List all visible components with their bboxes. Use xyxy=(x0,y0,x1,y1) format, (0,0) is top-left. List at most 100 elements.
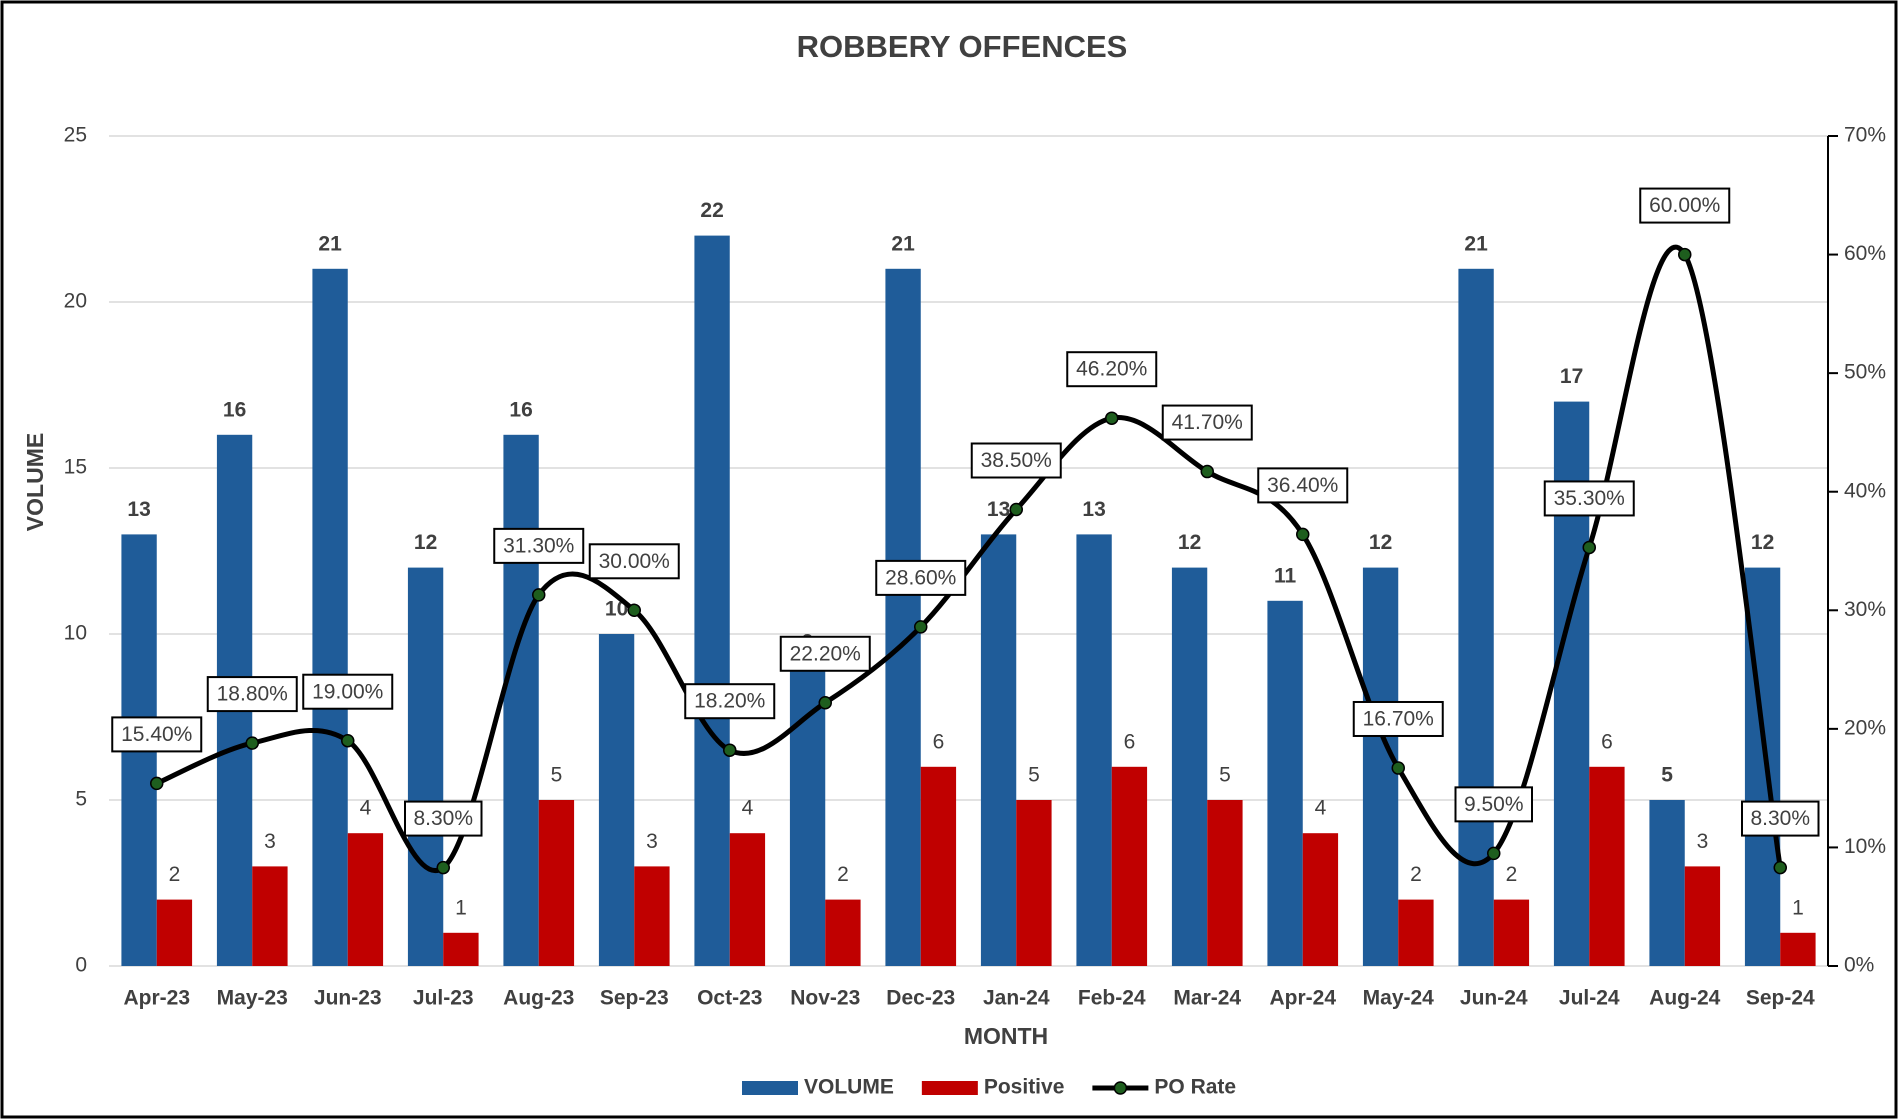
bar xyxy=(1302,833,1339,966)
rate-marker xyxy=(1391,761,1405,775)
rate-label-box xyxy=(1352,700,1444,737)
bar xyxy=(1493,899,1530,966)
bar xyxy=(443,932,479,966)
y2-tick-label: 60% xyxy=(1844,242,1886,265)
y-tick-label: 5 xyxy=(75,788,87,811)
x-tick-label: Jan-24 xyxy=(983,987,1050,1010)
bar xyxy=(538,800,575,966)
rate-marker xyxy=(1105,411,1119,425)
bar xyxy=(920,766,957,966)
rate-marker xyxy=(1487,846,1501,861)
x-tick-label: Jul-23 xyxy=(413,987,474,1010)
rate-label: 35.30% xyxy=(1554,487,1625,510)
y2-tick-label: 20% xyxy=(1844,716,1886,739)
rate-label-box xyxy=(1066,351,1158,388)
rate-label: 36.40% xyxy=(1267,474,1338,497)
bar-value-label: 12 xyxy=(1369,531,1392,554)
bar xyxy=(729,833,766,966)
bar-value-label: 21 xyxy=(1464,232,1488,255)
bar xyxy=(156,899,193,966)
bar xyxy=(598,634,635,966)
rate-marker xyxy=(818,696,832,710)
x-tick-label: Nov-23 xyxy=(790,987,860,1010)
rate-label-box xyxy=(684,683,776,720)
bar-value-label: 5 xyxy=(551,764,563,787)
y2-tick-label: 50% xyxy=(1844,361,1886,384)
y-axis-label: VOLUME xyxy=(22,433,48,531)
chart-title: ROBBERY OFFENCES xyxy=(797,29,1128,64)
bar xyxy=(1398,899,1434,966)
x-tick-label: Mar-24 xyxy=(1173,987,1241,1010)
bar xyxy=(407,567,444,966)
rate-label-box xyxy=(302,673,394,710)
x-tick-label: May-24 xyxy=(1363,987,1435,1010)
bar xyxy=(1016,800,1052,966)
bar xyxy=(312,268,348,966)
legend-label: PO Rate xyxy=(1154,1076,1236,1099)
rate-marker xyxy=(1200,464,1214,479)
rate-label: 41.70% xyxy=(1172,411,1243,434)
rate-label-box xyxy=(206,676,298,713)
bar-value-label: 13 xyxy=(127,498,150,521)
bar-value-label: 4 xyxy=(360,797,372,820)
bar-value-label: 6 xyxy=(1601,730,1613,753)
bar-value-label: 12 xyxy=(1751,531,1774,554)
bar xyxy=(1207,800,1243,966)
bar-value-label: 2 xyxy=(169,863,181,886)
bar-value-label: 2 xyxy=(1506,863,1518,886)
bar xyxy=(1684,866,1721,966)
rate-marker xyxy=(1296,527,1310,542)
rate-label-box xyxy=(970,442,1062,479)
legend-marker xyxy=(1113,1081,1128,1095)
bar-value-label: 3 xyxy=(646,830,658,853)
rate-label: 19.00% xyxy=(312,680,383,703)
bar xyxy=(885,268,921,966)
y-tick-label: 0 xyxy=(75,954,87,977)
bar-value-label: 11 xyxy=(1274,564,1297,587)
bar xyxy=(1267,600,1303,966)
x-tick-label: Jun-24 xyxy=(1460,987,1528,1010)
rate-marker xyxy=(1582,540,1596,555)
bar xyxy=(694,235,730,967)
x-tick-label: Dec-23 xyxy=(886,987,955,1010)
rate-label-box xyxy=(1161,404,1253,441)
rate-label-box xyxy=(111,716,203,753)
rate-label-box xyxy=(1257,467,1349,504)
bar xyxy=(1076,534,1112,966)
rate-label-box xyxy=(1741,800,1820,837)
x-tick-label: May-23 xyxy=(217,987,288,1010)
bar-value-label: 16 xyxy=(223,398,246,421)
rate-marker xyxy=(150,776,164,791)
x-axis-label: MONTH xyxy=(964,1023,1048,1049)
bar xyxy=(252,866,288,966)
bar-value-label: 5 xyxy=(1661,764,1673,787)
bar-value-label: 21 xyxy=(891,232,915,255)
bar xyxy=(634,866,670,966)
bar-value-label: 4 xyxy=(1315,797,1327,820)
bar xyxy=(1171,567,1208,966)
y-tick-label: 25 xyxy=(64,124,87,147)
rate-marker xyxy=(627,603,641,618)
rate-label-box xyxy=(1639,187,1731,224)
rate-label: 46.20% xyxy=(1076,358,1147,381)
bar xyxy=(1780,932,1816,966)
rate-label-box xyxy=(588,543,680,580)
x-tick-label: Oct-23 xyxy=(697,987,762,1010)
bar-value-label: 2 xyxy=(1410,863,1422,886)
rate-marker xyxy=(245,736,259,750)
bar xyxy=(347,833,384,966)
rate-label: 8.30% xyxy=(1750,807,1810,830)
bar-value-label: 16 xyxy=(509,398,532,421)
rate-label: 15.40% xyxy=(121,723,192,746)
y2-tick-label: 30% xyxy=(1844,598,1886,621)
rate-label: 9.50% xyxy=(1464,793,1524,816)
rate-label: 38.50% xyxy=(981,449,1052,472)
x-tick-label: Aug-24 xyxy=(1649,987,1720,1010)
bar xyxy=(1111,766,1148,966)
legend-swatch xyxy=(921,1081,978,1095)
bar-value-label: 1 xyxy=(1792,896,1804,919)
rate-marker xyxy=(1773,860,1787,875)
bar xyxy=(825,899,861,966)
bar xyxy=(1649,800,1685,966)
